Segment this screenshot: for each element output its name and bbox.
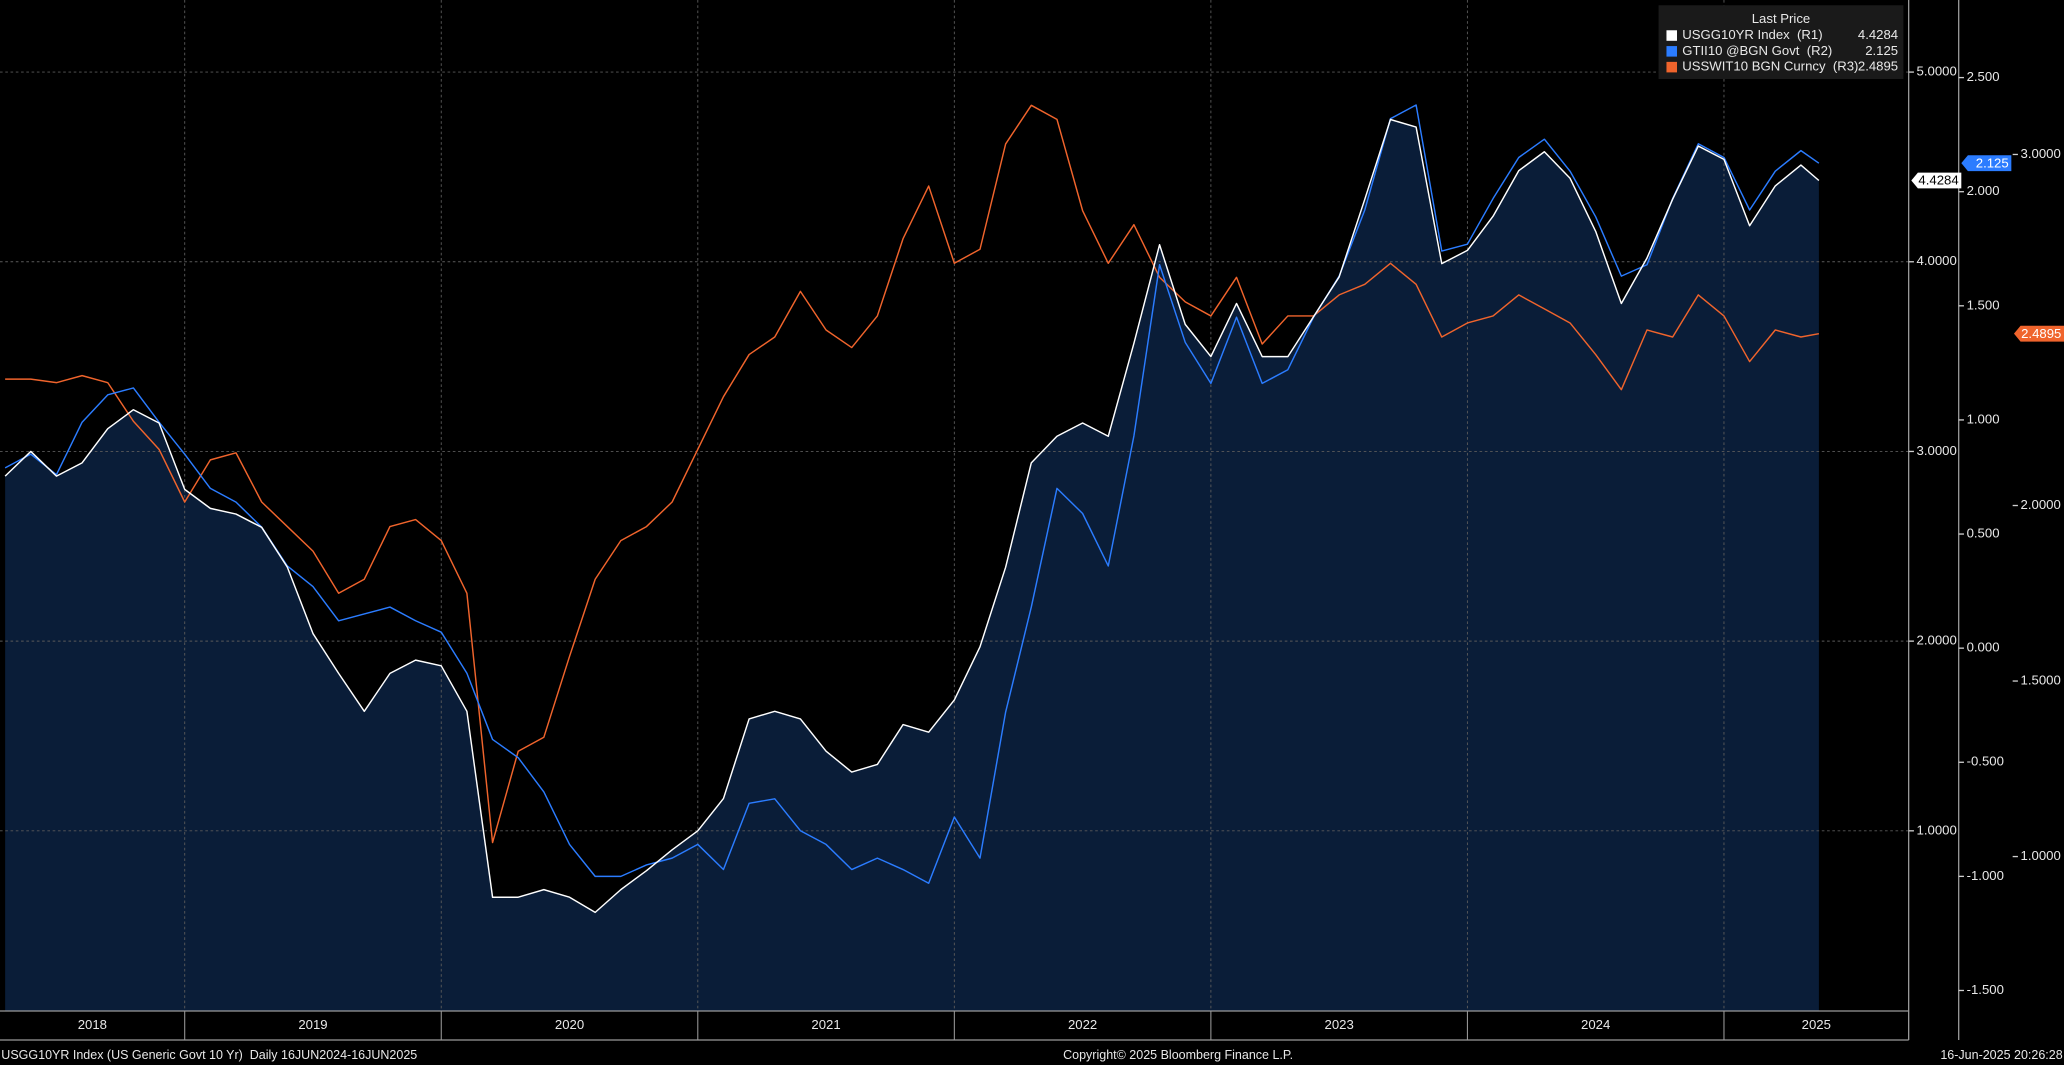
x-tick-label: 2023: [1325, 1017, 1354, 1032]
y2-tick-label: 1.500: [1967, 297, 2000, 312]
y2-tick-label: 1.000: [1967, 411, 2000, 426]
y2-tick-label: 0.500: [1967, 526, 2000, 541]
legend-swatch: [1666, 46, 1677, 57]
y-tick-label: 4.0000: [1917, 253, 1957, 268]
legend-value: 2.125: [1865, 43, 1898, 58]
x-tick-label: 2020: [555, 1017, 584, 1032]
y3-tick-label: 1.0000: [2021, 848, 2061, 863]
x-tick-label: 2018: [78, 1017, 107, 1032]
line: [4, 104, 1820, 884]
footnote: USGG10YR Index (US Generic Govt 10 Yr) D…: [1, 1048, 417, 1062]
x-tick-label: 2024: [1581, 1017, 1610, 1032]
legend-box: [1658, 5, 1904, 79]
line: [4, 118, 1820, 914]
legend-swatch: [1666, 30, 1677, 41]
x-tick-label: 2025: [1802, 1017, 1831, 1032]
x-tick-label: 2021: [811, 1017, 840, 1032]
legend-label: GTII10 @BGN Govt (R2): [1682, 43, 1832, 58]
y3-tick-label: 1.5000: [2021, 673, 2061, 688]
line: [5, 104, 1820, 844]
legend-value: 4.4284: [1858, 27, 1898, 42]
legend-value: 2.4895: [1858, 59, 1898, 74]
y2-tick-label: -1.000: [1967, 868, 2004, 883]
y2-tick-label: 0.000: [1967, 640, 2000, 655]
y-tick-label: 3.0000: [1917, 443, 1957, 458]
legend-swatch: [1666, 61, 1677, 73]
copyright: Copyright© 2025 Bloomberg Finance L.P.: [1063, 1048, 1293, 1062]
x-tick-label: 2022: [1068, 1017, 1097, 1032]
last-value-label: 4.4284: [1918, 173, 1958, 188]
last-value-label: 2.4895: [2021, 326, 2061, 341]
legend-label: USSWIT10 BGN Curncy (R3): [1682, 59, 1858, 74]
y-tick-label: 5.0000: [1917, 64, 1957, 79]
y2-tick-label: -1.500: [1967, 982, 2004, 997]
x-tick-label: 2019: [298, 1017, 327, 1032]
y-tick-label: 2.0000: [1917, 633, 1957, 648]
last-value-tag: [2013, 325, 2064, 342]
timestamp: 16-Jun-2025 20:26:28: [1940, 1048, 2062, 1062]
y3-tick-label: 3.0000: [2021, 146, 2061, 161]
y-tick-label: 1.0000: [1917, 822, 1957, 837]
y2-tick-label: 2.000: [1967, 183, 2000, 198]
legend-label: USGG10YR Index (R1): [1682, 27, 1822, 42]
last-value-tag: [1961, 155, 2012, 172]
y2-tick-label: -0.500: [1967, 754, 2004, 769]
last-value-label: 2.125: [1976, 155, 2009, 170]
y2-tick-label: 2.500: [1967, 69, 2000, 84]
y3-tick-label: 2.0000: [2021, 497, 2061, 512]
legend-title: Last Price: [1752, 11, 1810, 26]
last-value-tag: [1911, 172, 1962, 189]
area: [5, 119, 1819, 1012]
